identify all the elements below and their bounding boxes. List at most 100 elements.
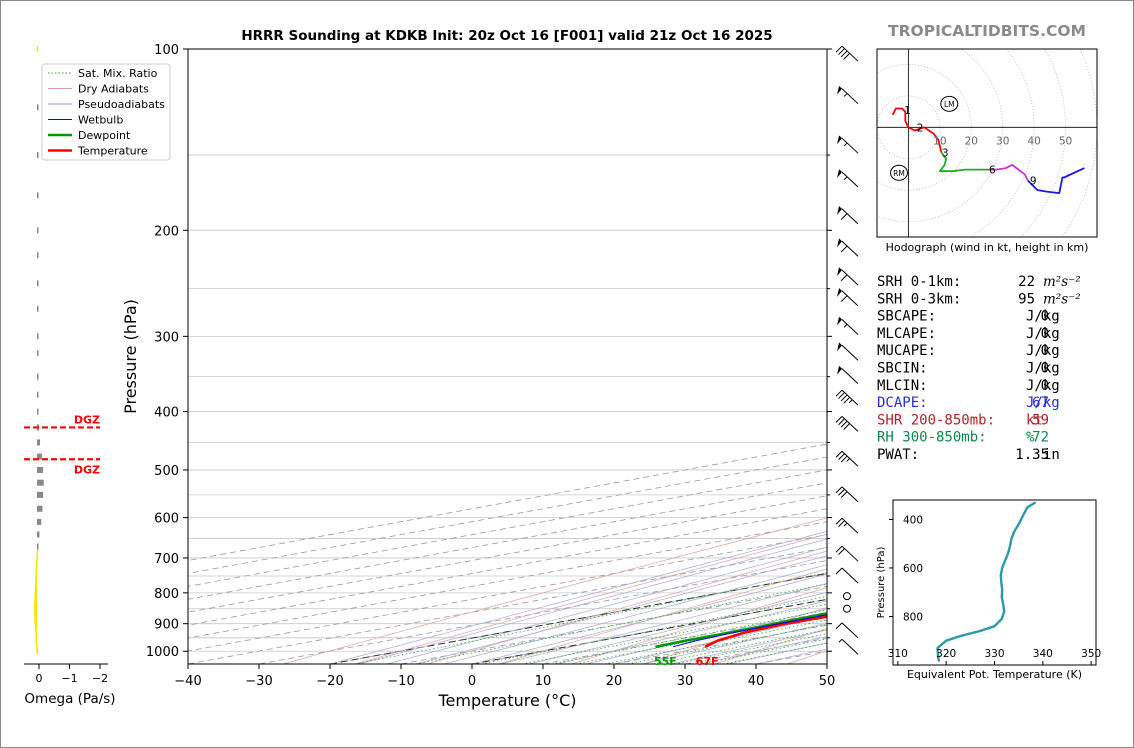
index-label: SBCIN: [877,361,928,377]
wind-barb [837,365,859,385]
wind-barb-calm [843,592,851,601]
wind-barb-half [843,93,848,97]
wind-barb-feather [835,567,843,575]
index-label: SRH 0-1km: [877,274,961,290]
index-label: DCAPE: [877,395,928,411]
index-unit: in [1043,447,1060,463]
wind-barb-staff [841,208,859,225]
omega-bar [34,596,37,603]
wind-barb-feather [838,48,845,55]
isotherm [188,456,827,574]
isotherm [329,573,827,664]
isotherm [188,508,827,626]
skewt-plot-area [188,49,827,664]
hodo-height-label: 2 [917,122,924,134]
surface-dewpoint-label: 55F [654,655,677,668]
omega-bar [37,408,39,415]
x-tick-label: 0 [468,674,476,689]
index-label: RH 300-850mb: [877,430,987,446]
hodo-segment [891,107,943,153]
pseudoadiabat [528,591,827,664]
omega-bar [34,601,37,608]
omega-x-tick-label: −1 [61,672,77,685]
isotherm [826,663,827,664]
pseudoadiabat [642,623,827,664]
index-value: 0 [1041,343,1049,359]
hodo-segment [939,151,987,173]
mixing-ratio-line [481,595,827,664]
x-tick-label: −40 [174,674,201,689]
index-label: MLCAPE: [877,326,936,342]
wind-barb [843,592,851,601]
isotherm [188,534,827,652]
omega-bar [35,636,37,643]
pseudoadiabat [329,530,827,664]
pseudoadiabat [585,608,827,664]
wind-barb-feather [838,548,845,555]
y-tick-label: 900 [154,618,179,633]
mixing-ratio-line [521,603,827,664]
wind-barb [838,638,859,655]
wind-barb-staff [841,486,859,503]
isotherm [188,521,827,639]
index-value: 0 [1041,378,1049,394]
x-tick-label: 10 [535,674,552,689]
wind-barb-feather [840,420,848,428]
index-unit: J/kg [1026,309,1060,325]
wind-barb-flag [837,85,842,95]
pseudoadiabat [613,615,827,664]
index-unit: m²s⁻² [1043,291,1081,307]
wind-barb-half [843,176,848,181]
wind-barb-flag [837,238,842,248]
wind-barb [837,169,859,188]
index-unit: J/kg [1026,395,1060,411]
wind-barb-staff [841,269,859,286]
wind-barb [835,545,859,562]
index-value: 95 [1018,291,1035,307]
pseudoadiabat [471,573,827,664]
index-value: 72 [1032,430,1049,446]
omega-bar [37,104,39,111]
index-value: 0 [1041,309,1049,325]
hodo-height-label: 6 [989,165,996,177]
wind-barb-half [843,522,848,527]
y-tick-label: 300 [154,330,179,345]
wind-barb-staff [841,389,859,406]
omega-bar [35,632,37,639]
wind-barb-flag [837,135,842,145]
hodo-height-label: 9 [1030,176,1037,188]
wind-barb-feather [835,45,843,53]
isotherm-minus20 [329,572,827,664]
wind-barb-flag [837,206,842,215]
brand-watermark: TROPICALTIDBITS.COM [888,22,1086,40]
legend-label: Temperature [77,145,148,158]
omega-bar [34,605,37,612]
hodo-ring-label: 30 [996,135,1009,147]
omega-bar [37,192,39,199]
wind-barb-staff [841,368,859,385]
hodo-segment [987,164,1029,182]
wind-barb-staff [841,545,859,562]
omega-bar [37,333,39,340]
omega-bar [37,350,39,357]
wind-barb [837,135,859,154]
wind-barb-feather [835,389,843,397]
wetbulb-profile [672,614,827,648]
omega-bar [37,531,40,538]
omega-x-tick-label: −2 [92,672,108,685]
hodo-height-label: 1 [904,105,911,117]
wind-barb-half [843,323,848,328]
thetae-y-tick-label: 800 [903,611,923,623]
omega-bar [37,252,39,259]
wind-barb-flag [837,316,842,326]
wind-barb-feather [840,245,848,253]
y-axis-title: Pressure (hPa) [121,299,140,414]
skewt-panel: 1246810131620243036100200300400500600700… [41,43,859,710]
index-value: 1.35 [1015,447,1049,463]
wind-barb-staff [841,137,859,154]
x-tick-label: −20 [316,674,343,689]
wind-barb-flag [837,365,842,375]
wind-barb-feather [838,488,845,496]
thetae-y-axis-title: Pressure (hPa) [876,547,887,619]
legend-label: Wetbulb [78,114,123,127]
